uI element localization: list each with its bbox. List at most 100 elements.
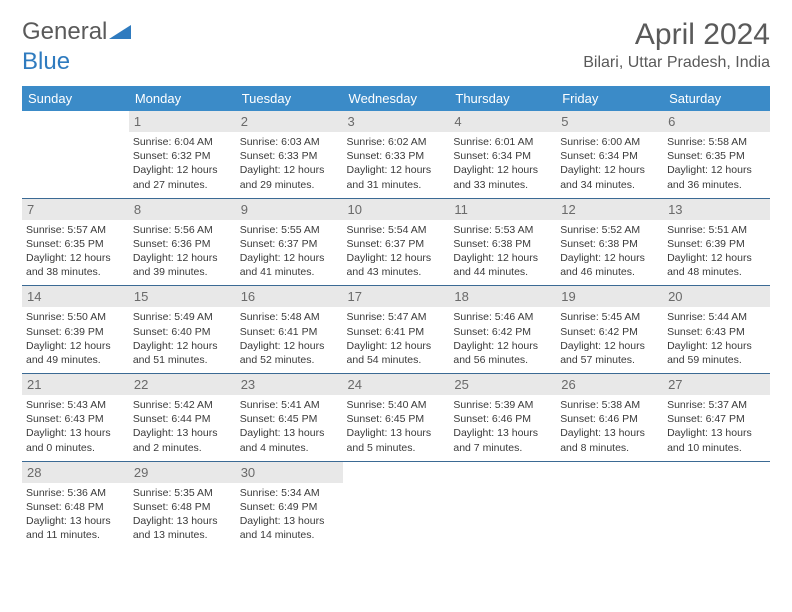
calendar-cell: 4 Sunrise: 6:01 AMSunset: 6:34 PMDaylight…	[449, 111, 556, 198]
calendar-cell	[663, 461, 770, 548]
calendar-cell: 12 Sunrise: 5:52 AMSunset: 6:38 PMDayligh…	[556, 198, 663, 286]
day-details: Sunrise: 5:41 AMSunset: 6:45 PMDaylight:…	[240, 398, 339, 455]
calendar-cell: 30 Sunrise: 5:34 AMSunset: 6:49 PMDayligh…	[236, 461, 343, 548]
day-details: Sunrise: 5:50 AMSunset: 6:39 PMDaylight:…	[26, 310, 125, 367]
day-details: Sunrise: 5:51 AMSunset: 6:39 PMDaylight:…	[667, 223, 766, 280]
day-details: Sunrise: 5:47 AMSunset: 6:41 PMDaylight:…	[347, 310, 446, 367]
day-details: Sunrise: 5:49 AMSunset: 6:40 PMDaylight:…	[133, 310, 232, 367]
calendar-cell	[449, 461, 556, 548]
calendar-cell: 16 Sunrise: 5:48 AMSunset: 6:41 PMDayligh…	[236, 286, 343, 374]
brand-triangle-icon	[109, 18, 131, 46]
day-number: 29	[129, 462, 236, 483]
day-number: 5	[556, 111, 663, 132]
calendar-cell: 21 Sunrise: 5:43 AMSunset: 6:43 PMDayligh…	[22, 374, 129, 462]
location-text: Bilari, Uttar Pradesh, India	[583, 54, 770, 72]
weekday-header: Friday	[556, 86, 663, 111]
day-details: Sunrise: 5:34 AMSunset: 6:49 PMDaylight:…	[240, 486, 339, 543]
weekday-header: Saturday	[663, 86, 770, 111]
calendar-cell: 25 Sunrise: 5:39 AMSunset: 6:46 PMDayligh…	[449, 374, 556, 462]
calendar-cell: 1 Sunrise: 6:04 AMSunset: 6:32 PMDaylight…	[129, 111, 236, 198]
day-details: Sunrise: 5:37 AMSunset: 6:47 PMDaylight:…	[667, 398, 766, 455]
calendar-cell: 24 Sunrise: 5:40 AMSunset: 6:45 PMDayligh…	[343, 374, 450, 462]
day-number: 17	[343, 286, 450, 307]
day-details: Sunrise: 6:02 AMSunset: 6:33 PMDaylight:…	[347, 135, 446, 192]
calendar-cell: 28 Sunrise: 5:36 AMSunset: 6:48 PMDayligh…	[22, 461, 129, 548]
day-details: Sunrise: 6:04 AMSunset: 6:32 PMDaylight:…	[133, 135, 232, 192]
day-details: Sunrise: 5:39 AMSunset: 6:46 PMDaylight:…	[453, 398, 552, 455]
calendar-table: SundayMondayTuesdayWednesdayThursdayFrid…	[22, 86, 770, 548]
calendar-cell: 22 Sunrise: 5:42 AMSunset: 6:44 PMDayligh…	[129, 374, 236, 462]
day-number: 13	[663, 199, 770, 220]
calendar-cell: 9 Sunrise: 5:55 AMSunset: 6:37 PMDaylight…	[236, 198, 343, 286]
calendar-cell: 19Sunrise: 5:45 AMSunset: 6:42 PMDayligh…	[556, 286, 663, 374]
day-number: 30	[236, 462, 343, 483]
day-number: 24	[343, 374, 450, 395]
weekday-header: Tuesday	[236, 86, 343, 111]
calendar-cell: 14 Sunrise: 5:50 AMSunset: 6:39 PMDayligh…	[22, 286, 129, 374]
calendar-cell: 7Sunrise: 5:57 AMSunset: 6:35 PMDaylight…	[22, 198, 129, 286]
day-number: 27	[663, 374, 770, 395]
brand-part1: General	[22, 18, 107, 46]
calendar-cell: 29Sunrise: 5:35 AMSunset: 6:48 PMDayligh…	[129, 461, 236, 548]
day-details: Sunrise: 5:36 AMSunset: 6:48 PMDaylight:…	[26, 486, 125, 543]
calendar-cell: 20Sunrise: 5:44 AMSunset: 6:43 PMDayligh…	[663, 286, 770, 374]
day-number: 3	[343, 111, 450, 132]
day-number: 20	[663, 286, 770, 307]
calendar-row: 21 Sunrise: 5:43 AMSunset: 6:43 PMDayligh…	[22, 374, 770, 462]
calendar-cell: 27 Sunrise: 5:37 AMSunset: 6:47 PMDayligh…	[663, 374, 770, 462]
day-number: 8	[129, 199, 236, 220]
day-details: Sunrise: 5:46 AMSunset: 6:42 PMDaylight:…	[453, 310, 552, 367]
day-details: Sunrise: 6:00 AMSunset: 6:34 PMDaylight:…	[560, 135, 659, 192]
calendar-cell: 11 Sunrise: 5:53 AMSunset: 6:38 PMDayligh…	[449, 198, 556, 286]
day-number: 4	[449, 111, 556, 132]
day-details: Sunrise: 5:58 AMSunset: 6:35 PMDaylight:…	[667, 135, 766, 192]
calendar-cell	[343, 461, 450, 548]
day-details: Sunrise: 5:55 AMSunset: 6:37 PMDaylight:…	[240, 223, 339, 280]
day-number: 23	[236, 374, 343, 395]
calendar-cell: 17 Sunrise: 5:47 AMSunset: 6:41 PMDayligh…	[343, 286, 450, 374]
day-details: Sunrise: 5:52 AMSunset: 6:38 PMDaylight:…	[560, 223, 659, 280]
calendar-cell: 18Sunrise: 5:46 AMSunset: 6:42 PMDayligh…	[449, 286, 556, 374]
day-details: Sunrise: 6:01 AMSunset: 6:34 PMDaylight:…	[453, 135, 552, 192]
calendar-cell: 6 Sunrise: 5:58 AMSunset: 6:35 PMDaylight…	[663, 111, 770, 198]
calendar-row: 28 Sunrise: 5:36 AMSunset: 6:48 PMDayligh…	[22, 461, 770, 548]
calendar-body: 1 Sunrise: 6:04 AMSunset: 6:32 PMDaylight…	[22, 111, 770, 548]
weekday-header: Thursday	[449, 86, 556, 111]
day-details: Sunrise: 6:03 AMSunset: 6:33 PMDaylight:…	[240, 135, 339, 192]
calendar-cell: 5 Sunrise: 6:00 AMSunset: 6:34 PMDaylight…	[556, 111, 663, 198]
calendar-cell: 15Sunrise: 5:49 AMSunset: 6:40 PMDayligh…	[129, 286, 236, 374]
weekday-header: Monday	[129, 86, 236, 111]
day-number: 10	[343, 199, 450, 220]
day-details: Sunrise: 5:48 AMSunset: 6:41 PMDaylight:…	[240, 310, 339, 367]
calendar-cell: 2 Sunrise: 6:03 AMSunset: 6:33 PMDaylight…	[236, 111, 343, 198]
day-number: 25	[449, 374, 556, 395]
day-details: Sunrise: 5:43 AMSunset: 6:43 PMDaylight:…	[26, 398, 125, 455]
day-details: Sunrise: 5:54 AMSunset: 6:37 PMDaylight:…	[347, 223, 446, 280]
day-details: Sunrise: 5:40 AMSunset: 6:45 PMDaylight:…	[347, 398, 446, 455]
calendar-cell: 10 Sunrise: 5:54 AMSunset: 6:37 PMDayligh…	[343, 198, 450, 286]
day-number: 12	[556, 199, 663, 220]
calendar-cell: 8Sunrise: 5:56 AMSunset: 6:36 PMDaylight…	[129, 198, 236, 286]
day-details: Sunrise: 5:42 AMSunset: 6:44 PMDaylight:…	[133, 398, 232, 455]
day-number: 6	[663, 111, 770, 132]
day-number: 22	[129, 374, 236, 395]
day-number: 16	[236, 286, 343, 307]
day-details: Sunrise: 5:45 AMSunset: 6:42 PMDaylight:…	[560, 310, 659, 367]
day-number: 2	[236, 111, 343, 132]
calendar-cell: 13 Sunrise: 5:51 AMSunset: 6:39 PMDayligh…	[663, 198, 770, 286]
day-details: Sunrise: 5:53 AMSunset: 6:38 PMDaylight:…	[453, 223, 552, 280]
day-number: 21	[22, 374, 129, 395]
calendar-cell	[22, 111, 129, 198]
calendar-cell: 23 Sunrise: 5:41 AMSunset: 6:45 PMDayligh…	[236, 374, 343, 462]
calendar-cell: 26Sunrise: 5:38 AMSunset: 6:46 PMDayligh…	[556, 374, 663, 462]
day-details: Sunrise: 5:57 AMSunset: 6:35 PMDaylight:…	[26, 223, 125, 280]
day-number: 9	[236, 199, 343, 220]
day-number: 28	[22, 462, 129, 483]
day-number: 1	[129, 111, 236, 132]
day-number: 14	[22, 286, 129, 307]
calendar-cell	[556, 461, 663, 548]
calendar-cell: 3 Sunrise: 6:02 AMSunset: 6:33 PMDaylight…	[343, 111, 450, 198]
calendar-row: 7Sunrise: 5:57 AMSunset: 6:35 PMDaylight…	[22, 198, 770, 286]
page-title: April 2024	[583, 18, 770, 52]
day-number: 11	[449, 199, 556, 220]
